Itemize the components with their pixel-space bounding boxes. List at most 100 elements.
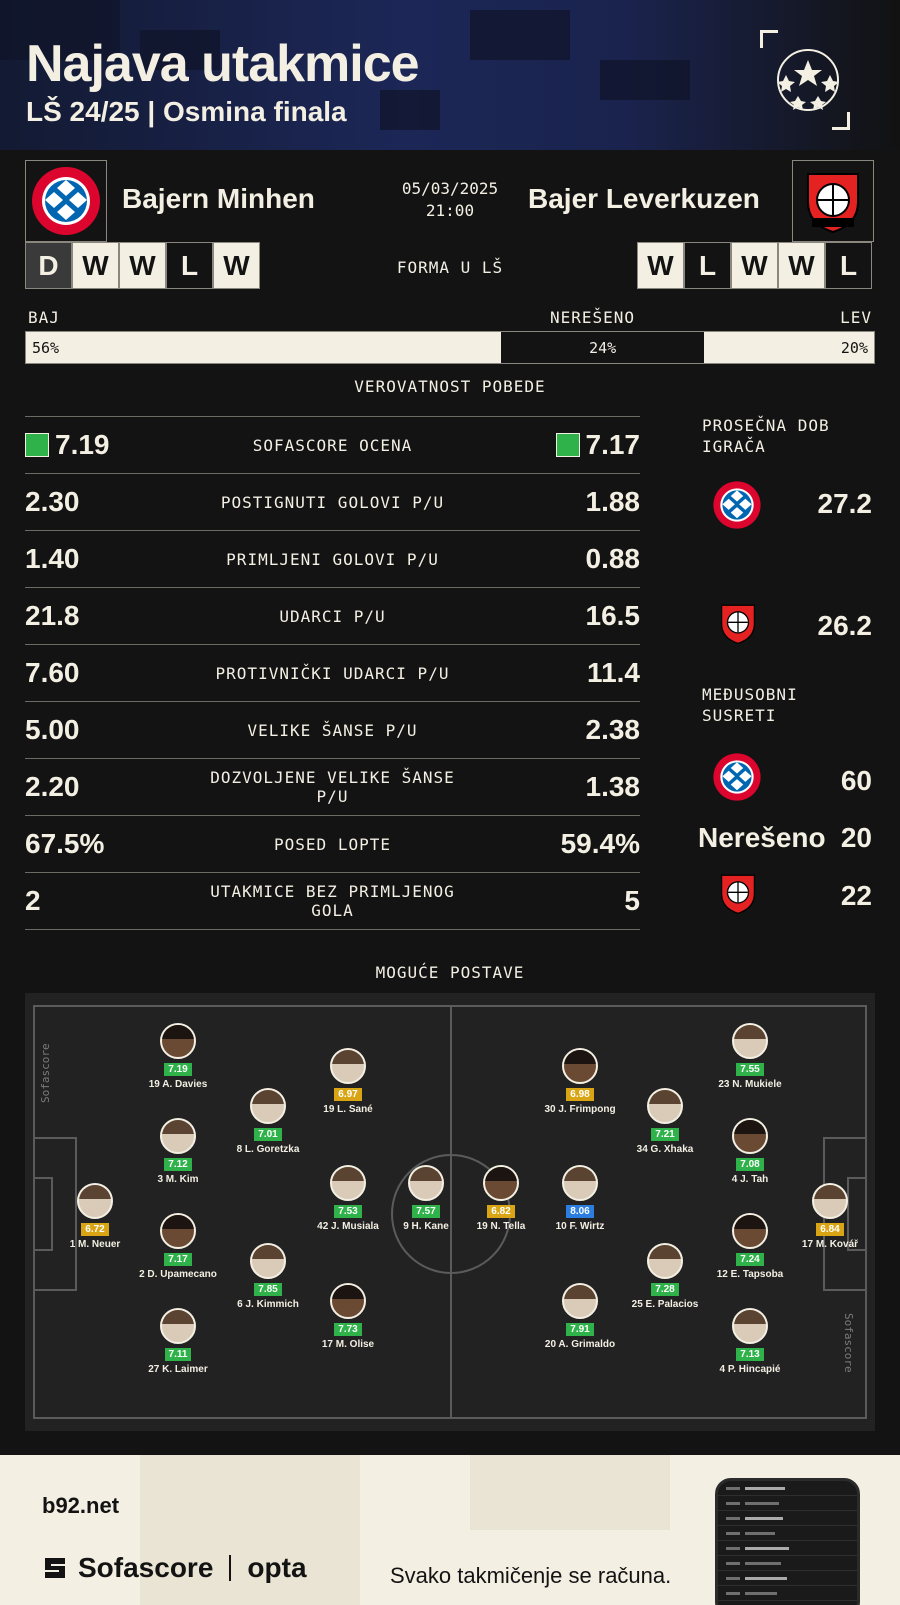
player-name: 1 M. Neuer bbox=[69, 1239, 121, 1250]
home-player[interactable]: 7.19 19 A. Davies bbox=[113, 1023, 243, 1090]
home-player[interactable]: 7.17 2 D. Upamecano bbox=[113, 1213, 243, 1280]
player-rating: 7.17 bbox=[164, 1253, 192, 1266]
away-player[interactable]: 6.82 19 N. Tella bbox=[436, 1165, 566, 1232]
stat-away-value: 11.4 bbox=[587, 657, 640, 688]
home-player[interactable]: 7.57 9 H. Kane bbox=[361, 1165, 491, 1232]
h2h-away-wins: 22 bbox=[840, 880, 872, 911]
player-name: 9 H. Kane bbox=[403, 1221, 449, 1232]
stat-row: 67.5% POSED LOPTE 59.4% bbox=[25, 815, 640, 872]
away-player[interactable]: 6.98 30 J. Frimpong bbox=[515, 1048, 645, 1115]
stat-home-value: 1.40 bbox=[25, 543, 80, 574]
home-player[interactable]: 7.01 8 L. Goretzka bbox=[203, 1088, 333, 1155]
stat-label: SOFASCORE OCENA bbox=[252, 435, 413, 455]
player-avatar bbox=[562, 1165, 598, 1201]
player-avatar bbox=[330, 1283, 366, 1319]
player-avatar bbox=[160, 1023, 196, 1059]
player-rating: 8.06 bbox=[566, 1205, 594, 1218]
player-avatar bbox=[330, 1048, 366, 1084]
home-player[interactable]: 6.72 1 M. Neuer bbox=[30, 1183, 160, 1250]
home-player[interactable]: 7.12 3 M. Kim bbox=[113, 1118, 243, 1185]
stat-home-value: 2 bbox=[25, 885, 41, 916]
stat-row: 7.60 PROTIVNIČKI UDARCI P/U 11.4 bbox=[25, 644, 640, 701]
h2h-away-crest bbox=[712, 870, 764, 921]
pitch: Sofascore Sofascore 6.72 1 M. Neuer 7.19 19… bbox=[25, 993, 875, 1431]
away-player[interactable]: 8.06 10 F. Wirtz bbox=[515, 1165, 645, 1232]
home-player[interactable]: 7.11 27 K. Laimer bbox=[113, 1308, 243, 1375]
away-player[interactable]: 7.13 4 P. Hincapié bbox=[685, 1308, 815, 1375]
stat-row: 2.20 DOZVOLJENE VELIKE ŠANSE P/U 1.38 bbox=[25, 758, 640, 815]
player-name: 17 M. Kovář bbox=[801, 1239, 859, 1250]
sofascore-mark-icon bbox=[45, 1558, 65, 1578]
player-rating: 6.82 bbox=[487, 1205, 515, 1218]
away-player[interactable]: 7.21 34 G. Xhaka bbox=[600, 1088, 730, 1155]
champions-league-logo bbox=[760, 30, 850, 130]
stat-home-value: 2.30 bbox=[25, 486, 80, 517]
player-rating: 7.24 bbox=[736, 1253, 764, 1266]
player-avatar bbox=[408, 1165, 444, 1201]
stat-label: DOZVOLJENE VELIKE ŠANSE P/U bbox=[210, 768, 455, 806]
player-avatar bbox=[732, 1023, 768, 1059]
stat-home-value: 21.8 bbox=[25, 600, 80, 631]
player-name: 30 J. Frimpong bbox=[544, 1104, 616, 1115]
away-player[interactable]: 7.55 23 N. Mukiele bbox=[685, 1023, 815, 1090]
match-date: 05/03/2025 bbox=[401, 179, 499, 198]
player-rating: 7.53 bbox=[334, 1205, 362, 1218]
player-rating: 7.13 bbox=[736, 1348, 764, 1361]
phone-mockup bbox=[715, 1478, 860, 1605]
stat-home-value: 67.5% bbox=[25, 828, 105, 859]
player-rating: 7.11 bbox=[164, 1348, 192, 1361]
sofascore-watermark: Sofascore bbox=[842, 1313, 855, 1373]
player-rating: 7.57 bbox=[412, 1205, 440, 1218]
pitch-lines bbox=[33, 1005, 867, 1419]
home-average-age: 27.2 bbox=[817, 488, 873, 519]
player-avatar bbox=[77, 1183, 113, 1219]
lineups-caption: MOGUĆE POSTAVE bbox=[375, 963, 525, 982]
h2h-draws: 20 bbox=[840, 822, 872, 853]
player-avatar bbox=[732, 1118, 768, 1154]
away-player[interactable]: 7.24 12 E. Tapsoba bbox=[685, 1213, 815, 1280]
away-player[interactable]: 7.91 20 A. Grimaldo bbox=[515, 1283, 645, 1350]
home-player[interactable]: 7.53 42 J. Musiala bbox=[283, 1165, 413, 1232]
b92-logo: b92.net bbox=[42, 1493, 120, 1518]
player-name: 2 D. Upamecano bbox=[139, 1269, 217, 1280]
stats-bottom-divider bbox=[25, 929, 640, 930]
age-title: PROSEČNA DOB IGRAČA bbox=[702, 416, 830, 456]
player-name: 19 N. Tella bbox=[476, 1221, 526, 1232]
player-name: 8 L. Goretzka bbox=[236, 1144, 300, 1155]
player-rating: 7.19 bbox=[164, 1063, 192, 1076]
stat-label: PRIMLJENI GOLOVI P/U bbox=[226, 549, 439, 569]
stat-away-value: 16.5 bbox=[585, 600, 641, 631]
player-name: 12 E. Tapsoba bbox=[716, 1269, 784, 1280]
stat-home-value: 2.20 bbox=[25, 771, 80, 802]
player-avatar bbox=[160, 1118, 196, 1154]
player-avatar bbox=[330, 1165, 366, 1201]
away-team-name: Bajer Leverkuzen bbox=[528, 183, 760, 214]
player-rating: 6.72 bbox=[81, 1223, 109, 1236]
player-name: 23 N. Mukiele bbox=[718, 1079, 782, 1090]
home-player[interactable]: 6.97 19 L. Sané bbox=[283, 1048, 413, 1115]
stat-away-value: 5 bbox=[624, 885, 640, 916]
stat-home-value: 5.00 bbox=[25, 714, 80, 745]
player-rating: 6.84 bbox=[816, 1223, 844, 1236]
h2h-draw-label: Nerešeno bbox=[698, 822, 826, 853]
opta-logo-text: opta bbox=[247, 1552, 307, 1583]
away-player[interactable]: 6.84 17 M. Kovář bbox=[765, 1183, 895, 1250]
prob-home-label: BAJ bbox=[28, 308, 60, 327]
stat-label: UTAKMICE BEZ PRIMLJENOG GOLA bbox=[210, 882, 455, 920]
away-form-result: W bbox=[637, 242, 684, 289]
prob-caption: VEROVATNOST POBEDE bbox=[354, 377, 546, 396]
player-avatar bbox=[562, 1283, 598, 1319]
away-player[interactable]: 7.08 4 J. Tah bbox=[685, 1118, 815, 1185]
stat-label: VELIKE ŠANSE P/U bbox=[247, 720, 418, 740]
page-subtitle: LŠ 24/25 | Osmina finala bbox=[26, 96, 347, 127]
home-player[interactable]: 7.85 6 J. Kimmich bbox=[203, 1243, 333, 1310]
away-form-result: L bbox=[684, 242, 731, 289]
away-player[interactable]: 7.28 25 E. Palacios bbox=[600, 1243, 730, 1310]
bayern-logo-icon bbox=[713, 481, 761, 529]
stat-row: 2 UTAKMICE BEZ PRIMLJENOG GOLA 5 bbox=[25, 872, 640, 929]
away-form: W L W W L bbox=[637, 242, 872, 289]
player-name: 10 F. Wirtz bbox=[555, 1221, 605, 1232]
stat-away-value: 7.17 bbox=[470, 429, 640, 461]
home-player[interactable]: 7.73 17 M. Olise bbox=[283, 1283, 413, 1350]
leverkusen-logo-icon bbox=[720, 874, 756, 915]
